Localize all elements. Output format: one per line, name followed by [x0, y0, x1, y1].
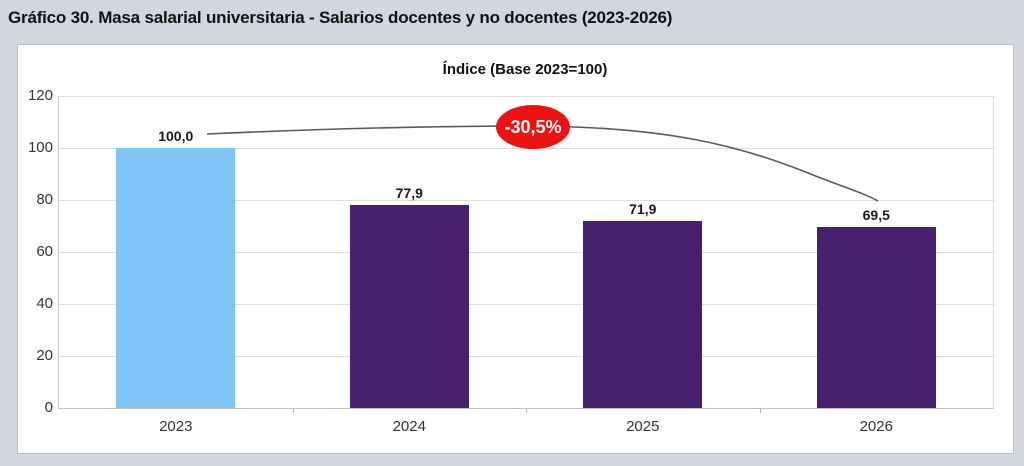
bar-value-label: 100,0: [158, 128, 194, 144]
y-axis-tick-label: 40: [36, 295, 53, 312]
x-axis-tick-label: 2025: [626, 418, 660, 435]
page-title: Gráfico 30. Masa salarial universitaria …: [8, 8, 673, 27]
bar-2025: [583, 221, 703, 408]
x-axis-tick: [759, 408, 761, 413]
x-axis-tick-label: 2026: [859, 418, 893, 435]
bar-2024: [349, 205, 469, 408]
x-axis-tick: [526, 408, 527, 413]
gridline: [59, 356, 993, 357]
x-axis-tick: [292, 408, 294, 413]
x-axis-tick-label: 2023: [159, 418, 193, 435]
plot-area: 0 20 40 60 80 100 120 100,0 2023 77,9 2024 71,9 2025…: [28, 88, 994, 435]
gridline: [59, 96, 993, 97]
bar-value-label: 69,5: [862, 207, 890, 224]
y-axis-tick-label: 80: [36, 191, 53, 208]
gridline: [59, 304, 993, 305]
gridline: [59, 252, 993, 253]
x-axis-tick-label: 2024: [392, 418, 426, 435]
bar-2023: [116, 148, 236, 408]
y-axis-tick-label: 0: [44, 399, 53, 416]
bar-value-label: 71,9: [629, 201, 657, 218]
y-axis-tick-label: 60: [36, 243, 53, 260]
y-axis-tick-label: 100: [27, 139, 53, 156]
chart-title: Índice (Base 2023=100): [442, 61, 608, 78]
bar-value-label: 77,9: [395, 185, 423, 202]
y-axis-tick-label: 120: [27, 87, 53, 104]
chart-container: Índice (Base 2023=100) 0 20 40 60 80 100 120 10…: [17, 44, 1014, 454]
bar-2026: [816, 227, 936, 408]
y-axis-tick-label: 20: [36, 347, 53, 364]
